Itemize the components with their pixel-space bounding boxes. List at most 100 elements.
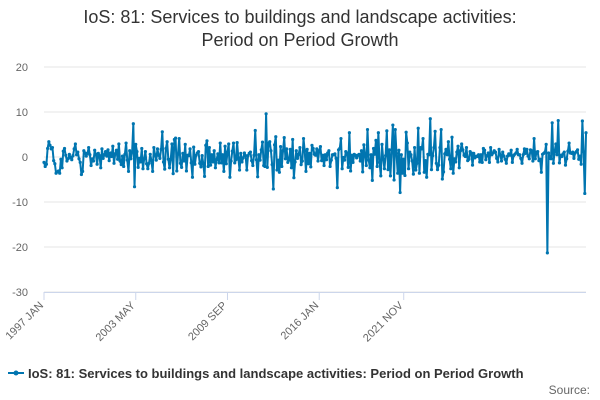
data-point (89, 163, 93, 168)
data-point (93, 148, 97, 152)
data-point (486, 151, 490, 155)
data-point (81, 169, 85, 173)
data-point (563, 163, 568, 167)
data-point (218, 141, 222, 145)
data-point (556, 118, 560, 123)
data-point (53, 162, 57, 166)
data-point (551, 161, 556, 165)
data-point (189, 161, 193, 165)
data-point (212, 149, 216, 153)
data-point (521, 153, 525, 157)
data-point (211, 160, 215, 164)
data-point (578, 154, 582, 158)
data-point (363, 154, 367, 158)
data-point (221, 153, 225, 157)
data-point (158, 156, 162, 160)
data-point (47, 140, 51, 144)
data-point (257, 153, 261, 157)
data-point (190, 175, 195, 179)
data-point (565, 157, 569, 161)
data-point (138, 160, 143, 164)
data-point (147, 161, 151, 165)
data-point (320, 159, 324, 163)
data-point (478, 160, 482, 164)
data-point (243, 154, 248, 158)
data-point (377, 160, 382, 164)
data-point (229, 159, 233, 163)
data-point (60, 166, 64, 170)
data-point (59, 157, 63, 161)
data-point (207, 145, 211, 150)
data-point (131, 122, 135, 126)
data-point (113, 152, 117, 156)
data-point (525, 147, 529, 151)
data-point (514, 151, 518, 155)
data-point (183, 142, 187, 146)
data-point (188, 147, 192, 151)
data-point (469, 151, 473, 155)
data-point (107, 159, 111, 163)
data-point (173, 136, 178, 140)
data-point (496, 160, 500, 164)
data-point (291, 137, 295, 142)
data-point (396, 171, 400, 175)
data-point (171, 172, 175, 176)
data-point (493, 150, 498, 154)
data-point (112, 161, 116, 165)
data-point (444, 147, 448, 151)
data-point (553, 150, 557, 154)
data-point (84, 154, 88, 158)
data-point (515, 147, 519, 151)
data-point (281, 149, 285, 153)
data-point (539, 170, 543, 174)
data-point (510, 160, 514, 164)
data-point (206, 164, 210, 169)
data-point (235, 141, 239, 145)
y-tick-label: 0 (22, 152, 28, 164)
data-point (391, 123, 395, 127)
data-point (94, 152, 98, 156)
data-point (293, 160, 297, 164)
data-point (322, 163, 326, 168)
data-point (216, 152, 220, 156)
data-point (316, 159, 320, 163)
data-point (451, 171, 455, 175)
data-point (428, 117, 432, 121)
y-tick-label: -30 (12, 287, 28, 299)
data-point (449, 167, 453, 171)
data-point (495, 156, 499, 160)
data-point (382, 167, 387, 171)
data-point (276, 158, 280, 162)
data-point (103, 150, 108, 154)
data-point (241, 156, 245, 160)
data-point (560, 154, 564, 159)
data-point (271, 187, 275, 191)
data-point (441, 170, 446, 174)
data-point (557, 161, 562, 165)
data-point (264, 112, 268, 116)
data-point (128, 149, 132, 153)
data-point (200, 154, 204, 158)
data-point (368, 166, 372, 170)
data-point (282, 136, 286, 140)
data-point (489, 145, 493, 150)
data-point (526, 154, 530, 158)
data-point (180, 165, 184, 169)
data-point (327, 149, 331, 153)
data-point (71, 154, 75, 158)
data-point (411, 172, 415, 176)
chart-title-line-2: Period on Period Growth (201, 30, 399, 50)
data-point (187, 154, 191, 158)
data-point (365, 127, 370, 132)
data-point (454, 160, 458, 164)
data-point (87, 145, 91, 150)
data-point (74, 153, 79, 157)
data-point (193, 162, 197, 166)
data-point (219, 161, 224, 165)
legend[interactable]: IoS: 81: Services to buildings and lands… (8, 364, 524, 382)
data-point (91, 159, 96, 163)
data-point (227, 142, 231, 146)
data-point (66, 157, 70, 161)
data-point (438, 145, 442, 150)
data-point (445, 153, 449, 157)
